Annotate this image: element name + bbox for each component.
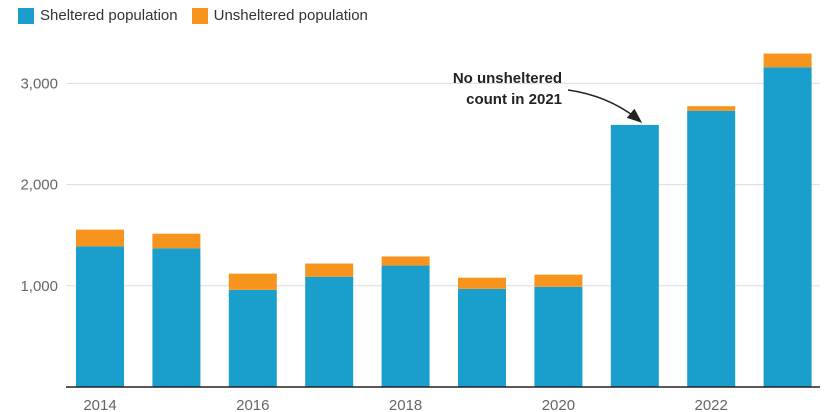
legend-swatch-sheltered	[18, 7, 34, 24]
bar-sheltered-2021	[610, 124, 659, 387]
bar-sheltered-2020	[534, 286, 583, 387]
bar-unsheltered-2020	[534, 274, 583, 287]
bar-unsheltered-2023	[763, 53, 812, 68]
bar-unsheltered-2018	[381, 256, 430, 266]
annotation-arrow	[567, 89, 643, 123]
axes: 1,000 2,000 3,000 2014 2016 2018 2020 2022	[20, 75, 820, 412]
bar-sheltered-2015	[152, 248, 201, 387]
bar-unsheltered-2019	[458, 277, 506, 289]
legend-label-unsheltered: Unsheltered population	[213, 7, 368, 24]
bar-unsheltered-2014	[76, 229, 124, 247]
bar-unsheltered-2016	[228, 273, 277, 290]
legend-swatch-unsheltered	[191, 7, 208, 24]
x-tick-label: 2022	[695, 397, 728, 412]
legend-item-sheltered: Sheltered population	[18, 7, 178, 24]
x-tick-label: 2020	[542, 397, 575, 412]
legend: Sheltered population Unsheltered populat…	[18, 7, 368, 24]
x-tick-label: 2016	[236, 397, 269, 412]
bar-sheltered-2022	[687, 110, 736, 387]
y-tick-label: 1,000	[20, 278, 58, 295]
legend-label-sheltered: Sheltered population	[40, 7, 178, 24]
bar-sheltered-2014	[76, 246, 124, 387]
y-tick-label: 2,000	[20, 177, 58, 194]
x-tick-label: 2018	[389, 397, 422, 412]
annotation-line-1: No unsheltered	[453, 70, 562, 87]
bar-sheltered-2023	[763, 67, 812, 387]
bar-sheltered-2019	[458, 288, 506, 387]
bar-unsheltered-2022	[687, 106, 736, 111]
legend-item-unsheltered: Unsheltered population	[191, 7, 368, 24]
y-tick-label: 3,000	[20, 75, 58, 92]
bars	[76, 53, 812, 387]
x-tick-label: 2014	[83, 397, 116, 412]
bar-unsheltered-2017	[305, 263, 354, 277]
annotation: No unsheltered count in 2021	[453, 70, 643, 123]
bar-sheltered-2018	[381, 265, 430, 387]
bar-sheltered-2016	[228, 289, 277, 387]
annotation-line-2: count in 2021	[466, 91, 562, 108]
bar-unsheltered-2015	[152, 233, 201, 249]
bar-sheltered-2017	[305, 276, 354, 387]
